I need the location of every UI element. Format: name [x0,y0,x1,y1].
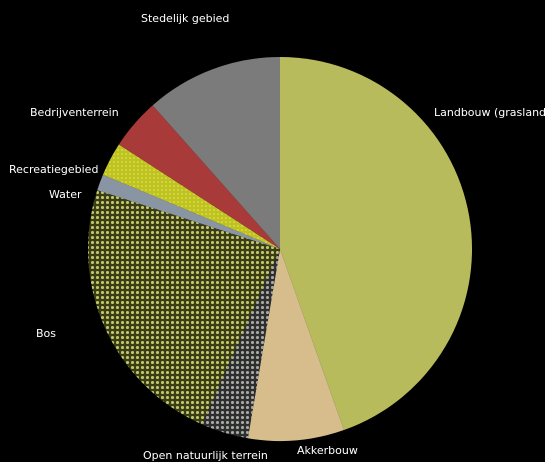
slice-label-recreatiegebied: Recreatiegebied [9,163,98,176]
pie-slice-landbouw-grasland [280,57,473,431]
pie-slice-stedelijk-gebied [152,57,280,249]
slice-label-bedrijventerrein: Bedrijventerrein [30,106,119,119]
pie-slice-bedrijventerrein [118,105,281,249]
slice-label-stedelijk-gebied: Stedelijk gebied [141,12,229,25]
pie-slice-open-natuurlijk-terrein [201,249,280,439]
pie-slice-bos [87,190,280,425]
slice-label-water: Water [49,188,82,201]
slice-label-bos: Bos [36,327,56,340]
pie-slice-water [97,174,281,249]
pie-slice-recreatiegebied [102,144,280,249]
pie-slice-akkerbouw [247,249,344,441]
slice-label-akkerbouw: Akkerbouw [297,444,358,457]
slice-label-open-natuurlijk-terrein: Open natuurlijk terrein [143,449,268,462]
slice-label-landbouw-grasland: Landbouw (grasland) [434,106,545,119]
